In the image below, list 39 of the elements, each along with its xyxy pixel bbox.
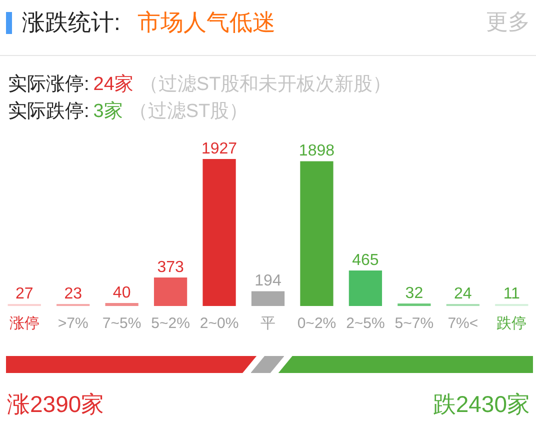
data-label: 24 (454, 285, 472, 302)
data-label: 1927 (201, 140, 238, 158)
data-label: 373 (157, 258, 184, 276)
bar (251, 291, 285, 306)
x-tick-label: >7% (58, 315, 88, 332)
x-tick-label: 7~5% (102, 315, 142, 332)
text: 3家 (93, 101, 123, 122)
x-tick-label: 7%< (448, 315, 478, 332)
data-label: 27 (15, 285, 34, 302)
x-tick-label: 平 (260, 315, 276, 332)
text: 24家 (93, 74, 134, 95)
text: 更多 (486, 8, 530, 36)
data-label: 194 (254, 272, 282, 290)
text: 实际跌停: (8, 101, 90, 122)
data-label: 1898 (298, 142, 335, 160)
data-label: 40 (112, 284, 131, 302)
bar (300, 161, 334, 306)
data-label: 465 (352, 252, 379, 269)
x-tick-label: 涨停 (9, 315, 40, 332)
x-tick-label: 5~7% (394, 315, 434, 332)
bar (154, 278, 188, 306)
bar (202, 159, 236, 306)
text: 实际涨停: (8, 74, 90, 95)
x-tick-label: 2~5% (346, 315, 385, 332)
x-tick-label: 5~2% (151, 315, 190, 332)
text: 涨2390家 (7, 390, 104, 418)
data-label: 11 (503, 285, 520, 302)
text: 跌2430家 (432, 390, 530, 418)
text: （过滤ST股） (128, 101, 248, 122)
data-label: 32 (405, 284, 424, 302)
bar (348, 270, 382, 306)
data-label: 23 (64, 285, 82, 302)
chart-title: 涨跌统计: (22, 9, 120, 35)
x-tick-label: 跌停 (496, 315, 527, 332)
x-tick-label: 2~0% (200, 315, 239, 332)
x-tick-label: 0~2% (297, 315, 336, 332)
chart-subtitle: 市场人气低迷 (137, 9, 276, 35)
bar (105, 302, 138, 306)
text: （过滤ST股和未开板次新股） (139, 74, 392, 95)
